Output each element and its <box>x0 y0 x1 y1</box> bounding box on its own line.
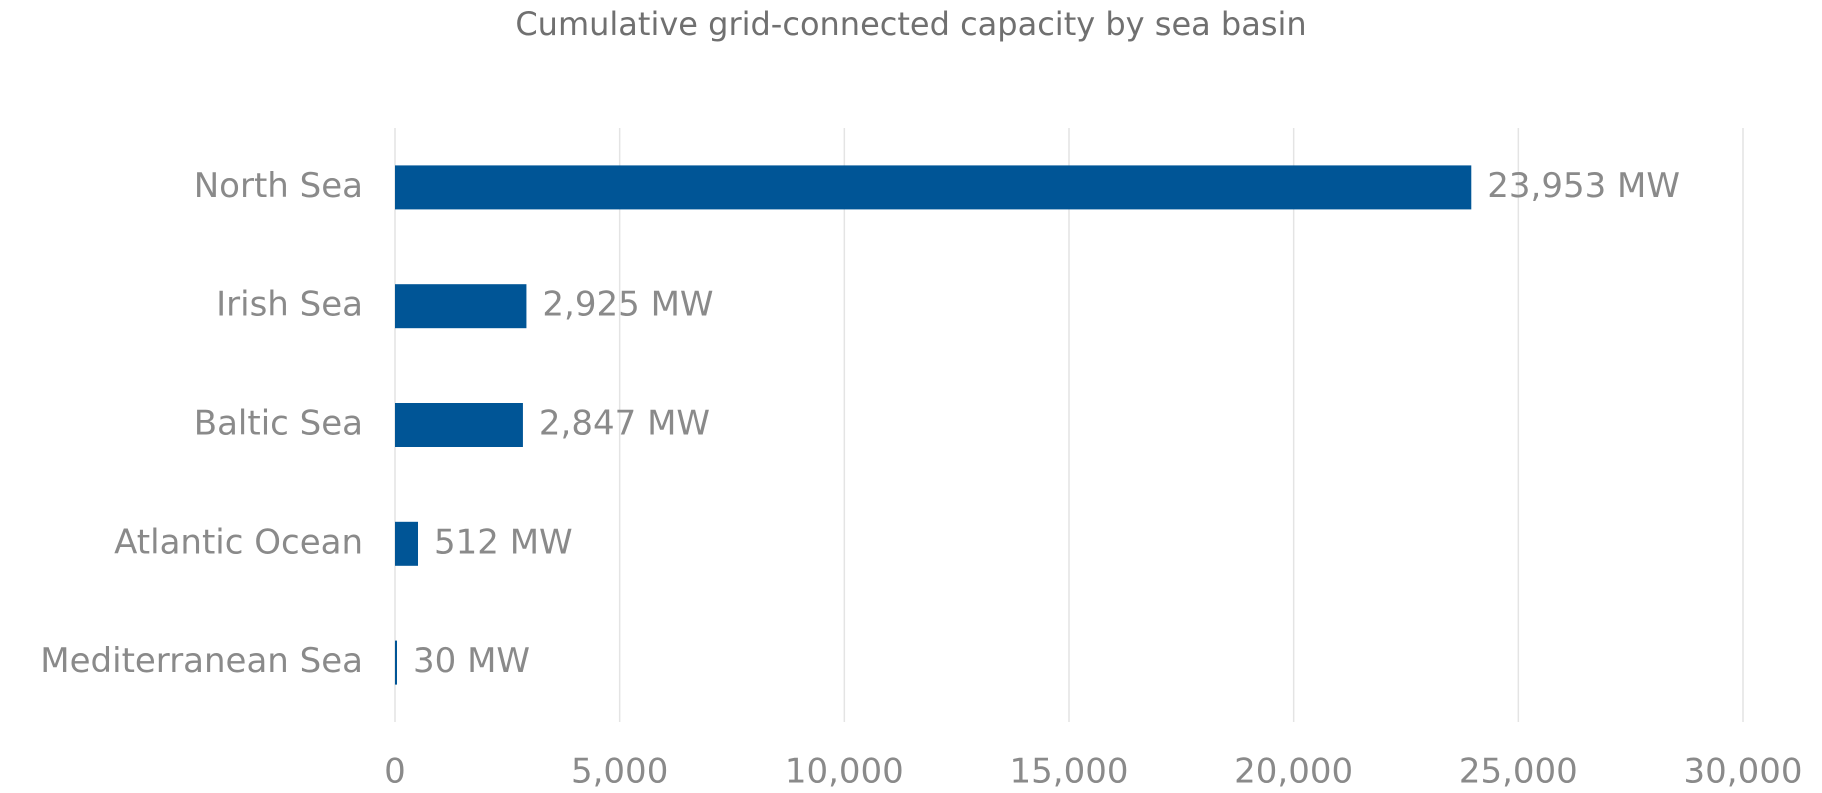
x-tick-label: 25,000 <box>1459 752 1578 792</box>
value-label: 2,925 MW <box>542 285 713 325</box>
y-tick-label: Baltic Sea <box>194 404 363 444</box>
y-tick-label: Mediterranean Sea <box>40 641 363 681</box>
bar <box>395 403 523 447</box>
x-tick-label: 10,000 <box>785 752 904 792</box>
x-tick-label: 30,000 <box>1684 752 1803 792</box>
value-label: 30 MW <box>413 641 530 681</box>
y-tick-label: Atlantic Ocean <box>114 522 363 562</box>
x-tick-label: 0 <box>384 752 406 792</box>
bar <box>395 521 419 566</box>
x-tick-label: 15,000 <box>1010 752 1129 792</box>
value-label: 2,847 MW <box>539 404 710 444</box>
bar <box>395 640 397 685</box>
value-label: 23,953 MW <box>1487 166 1680 206</box>
chart-title: Cumulative grid-connected capacity by se… <box>515 5 1306 43</box>
x-tick-label: 5,000 <box>571 752 668 792</box>
bar <box>395 284 527 329</box>
bar <box>395 165 1472 210</box>
x-tick-label: 20,000 <box>1234 752 1353 792</box>
value-label: 512 MW <box>434 522 573 562</box>
y-tick-label: North Sea <box>194 166 363 206</box>
y-tick-label: Irish Sea <box>216 285 363 325</box>
